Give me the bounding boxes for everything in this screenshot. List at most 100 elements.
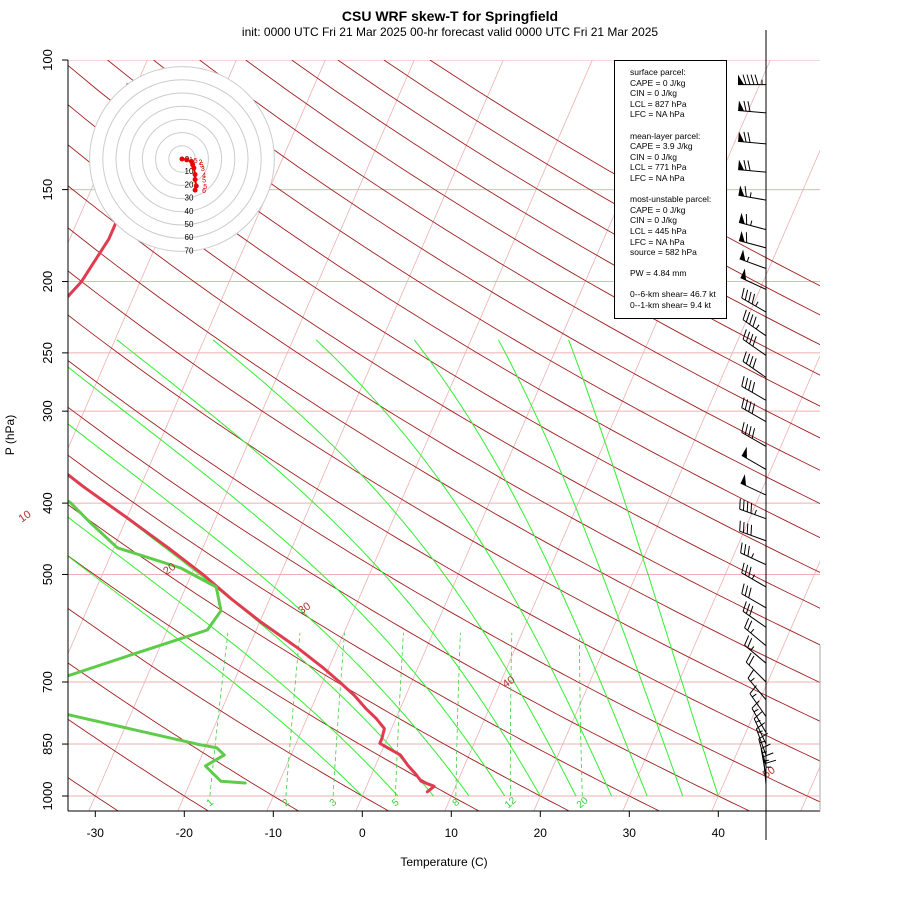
wind-barb: [739, 249, 767, 269]
hodograph-point: [184, 157, 190, 163]
barb-full-flag: [765, 759, 777, 764]
dry-adiabat-line: [68, 64, 820, 539]
y-axis-label: P (hPa): [3, 414, 17, 456]
hodograph-point-label: 5: [203, 184, 207, 191]
barb-full-flag: [744, 399, 749, 410]
hodograph-ring: [102, 79, 262, 239]
barb-shaft: [741, 431, 767, 447]
y-tick-label: 850: [40, 733, 55, 755]
moist-adiabat-line: [497, 339, 684, 797]
mixing-ratio-line: [332, 632, 345, 797]
moist-adiabat-line: [68, 366, 506, 797]
wind-barb: [742, 309, 767, 337]
barb-shaft: [741, 593, 767, 609]
dry-adiabat-line: [68, 185, 820, 646]
hodograph-point-label: 2: [199, 159, 203, 166]
hodograph-point: [192, 172, 198, 178]
wind-barb: [740, 474, 767, 496]
dry-adiabat-line: [68, 270, 820, 722]
hodograph-ring-label: 40: [185, 207, 194, 216]
dry-adiabat-label: 50: [761, 764, 778, 781]
dry-adiabat-line: [68, 359, 820, 803]
dry-adiabat-line: [245, 60, 820, 407]
barb-full-flag: [748, 566, 752, 578]
wind-barb: [744, 635, 767, 664]
y-tick-label: 400: [40, 492, 55, 514]
barb-half-flag: [750, 628, 755, 634]
wind-barb: [738, 212, 767, 231]
hodograph-ring: [141, 118, 223, 200]
x-tick-label: -30: [87, 826, 105, 840]
wind-barb: [745, 652, 767, 683]
wind-barb: [738, 185, 767, 201]
wind-barb: [738, 74, 766, 86]
barb-full-flag: [748, 401, 752, 412]
shear-block: 0--6-km shear= 46.7 kt 0--1-km shear= 9.…: [630, 289, 726, 310]
moist-adiabat-line: [116, 339, 541, 797]
wind-barb: [751, 700, 767, 733]
hodograph-ring-label: 20: [185, 180, 194, 189]
barb-full-flag: [741, 422, 745, 433]
hodograph-ring-label: 70: [185, 246, 194, 255]
wind-barb: [741, 583, 767, 609]
barb-half-flag: [754, 509, 757, 515]
x-tick-label: -20: [176, 826, 194, 840]
barb-full-flag: [744, 585, 749, 596]
barb-full-flag: [751, 700, 760, 709]
legend-line: CIN = 0 J/kg: [630, 151, 678, 162]
barb-full-flag: [763, 752, 774, 758]
barb-full-flag: [747, 132, 751, 143]
barb-shaft: [740, 552, 767, 566]
moist-adiabat-line: [568, 339, 719, 797]
barb-shaft: [738, 221, 767, 231]
wind-barbs: [738, 30, 777, 840]
legend-line: CAPE = 3.9 J/kg: [630, 141, 693, 152]
barb-full-flag: [740, 542, 743, 553]
barb-full-flag: [747, 669, 755, 679]
barb-shaft: [738, 140, 767, 145]
barb-shaft: [745, 661, 767, 683]
barb-pennant: [739, 249, 746, 261]
wind-barb: [741, 422, 767, 447]
barb-full-flag: [752, 316, 757, 327]
barb-full-flag: [752, 336, 757, 347]
dry-adiabat-label: 30: [296, 600, 313, 617]
legend-line: CIN = 0 J/kg: [630, 215, 678, 226]
barb-pennant: [740, 474, 747, 486]
barb-shaft: [744, 627, 767, 647]
barb-full-flag: [741, 376, 745, 387]
dry-adiabat-line: [291, 60, 820, 376]
hodograph-point: [192, 176, 198, 182]
barb-full-flag: [745, 603, 751, 614]
barb-half-flag: [755, 301, 759, 307]
barb-full-flag: [743, 100, 747, 112]
chart-subtitle: init: 0000 UTC Fri 21 Mar 2025 00-hr for…: [241, 25, 659, 39]
wind-barb: [738, 131, 767, 145]
barb-shaft: [741, 572, 767, 588]
barb-full-flag: [749, 333, 754, 345]
barb-half-flag: [759, 740, 765, 744]
barb-full-flag: [741, 287, 745, 299]
hodograph-ring-label: 60: [185, 233, 194, 242]
barb-half-flag: [746, 256, 750, 262]
barb-shaft: [742, 338, 767, 356]
barb-full-flag: [745, 353, 751, 364]
barb-shaft: [741, 297, 767, 313]
barb-full-flag: [741, 583, 745, 594]
most-unstable-parcel-block: most-unstable parcel: CAPE = 0 J/kg CIN …: [630, 194, 726, 258]
legend-line: 0--6-km shear= 46.7 kt: [630, 289, 716, 300]
y-tick-label: 700: [40, 671, 55, 693]
dry-adiabat-label: 40: [500, 674, 517, 691]
hodograph-ring-label: 50: [185, 220, 194, 229]
barb-full-flag: [747, 101, 751, 112]
dewpoint-trace: [68, 499, 247, 785]
barb-full-flag: [741, 397, 745, 408]
barb-full-flag: [742, 351, 747, 362]
wind-barb: [742, 351, 767, 378]
barb-full-flag: [752, 358, 757, 369]
barb-full-flag: [745, 652, 752, 663]
barb-full-flag: [739, 498, 741, 510]
barb-half-flag: [751, 574, 756, 580]
dry-adiabat-line: [199, 60, 820, 439]
